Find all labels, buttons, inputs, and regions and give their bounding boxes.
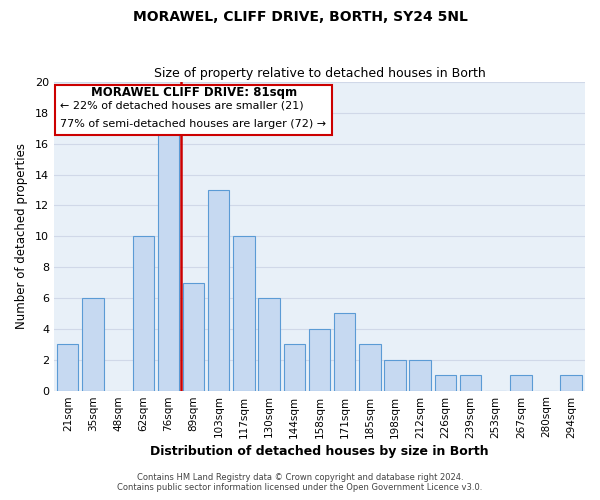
Y-axis label: Number of detached properties: Number of detached properties — [15, 144, 28, 330]
Text: MORAWEL CLIFF DRIVE: 81sqm: MORAWEL CLIFF DRIVE: 81sqm — [91, 86, 296, 100]
Bar — [359, 344, 380, 391]
Bar — [334, 314, 355, 390]
Text: Contains HM Land Registry data © Crown copyright and database right 2024.
Contai: Contains HM Land Registry data © Crown c… — [118, 473, 482, 492]
Text: MORAWEL, CLIFF DRIVE, BORTH, SY24 5NL: MORAWEL, CLIFF DRIVE, BORTH, SY24 5NL — [133, 10, 467, 24]
Bar — [82, 298, 104, 390]
Text: 77% of semi-detached houses are larger (72) →: 77% of semi-detached houses are larger (… — [61, 118, 326, 128]
Bar — [57, 344, 79, 391]
X-axis label: Distribution of detached houses by size in Borth: Distribution of detached houses by size … — [150, 444, 489, 458]
Bar — [560, 375, 582, 390]
Bar — [384, 360, 406, 390]
Bar — [259, 298, 280, 390]
FancyBboxPatch shape — [55, 85, 332, 134]
Bar — [208, 190, 229, 390]
Bar — [133, 236, 154, 390]
Bar — [233, 236, 254, 390]
Bar — [158, 128, 179, 390]
Bar — [183, 282, 205, 391]
Title: Size of property relative to detached houses in Borth: Size of property relative to detached ho… — [154, 66, 485, 80]
Bar — [409, 360, 431, 390]
Bar — [284, 344, 305, 391]
Bar — [434, 375, 456, 390]
Bar — [309, 329, 330, 390]
Bar — [460, 375, 481, 390]
Bar — [510, 375, 532, 390]
Text: ← 22% of detached houses are smaller (21): ← 22% of detached houses are smaller (21… — [61, 100, 304, 110]
